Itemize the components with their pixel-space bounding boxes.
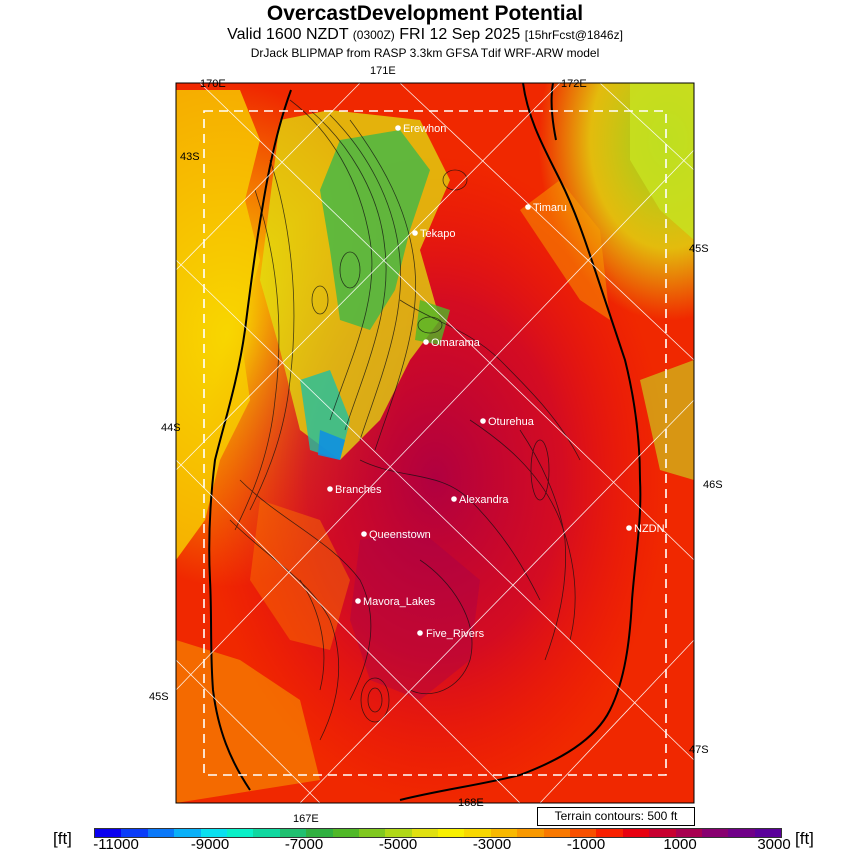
color-swatch xyxy=(517,829,544,837)
color-swatch xyxy=(649,829,676,837)
scale-tick-label: 1000 xyxy=(663,836,697,853)
legend-unit-left: [ft] xyxy=(53,829,72,848)
place-markers: Erewhon Timaru Tekapo Omarama Oturehua B… xyxy=(327,123,665,640)
scale-tick-label: -9000 xyxy=(190,836,230,853)
map-border xyxy=(175,82,695,804)
svg-text:Branches: Branches xyxy=(335,484,382,496)
scale-tick-label: 3000 xyxy=(757,836,791,853)
svg-text:Mavora_Lakes: Mavora_Lakes xyxy=(363,596,436,608)
place-nzdn: NZDN xyxy=(626,523,665,535)
forecast-info: [15hrFcst@1846z] xyxy=(524,28,623,42)
lat-label-43s: 43S xyxy=(180,151,200,163)
lon-label-171e: 171E xyxy=(370,65,396,77)
color-swatch xyxy=(174,829,201,837)
lat-label-46s: 46S xyxy=(703,479,723,491)
domain-boundary xyxy=(203,110,667,776)
color-swatch xyxy=(490,829,518,837)
color-scale-bar xyxy=(94,828,782,838)
svg-text:Timaru: Timaru xyxy=(533,202,567,214)
lon-label-167e: 167E xyxy=(293,813,319,825)
place-five-rivers: Five_Rivers xyxy=(417,628,485,640)
color-swatch xyxy=(279,829,307,837)
grid-labels: 171E 170E 172E 167E 168E 43S 44S 45S 45S… xyxy=(149,65,723,825)
color-swatch xyxy=(570,829,597,837)
place-alexandra: Alexandra xyxy=(451,494,509,506)
scale-tick-label: -1000 xyxy=(566,836,606,853)
svg-text:Tekapo: Tekapo xyxy=(420,228,455,240)
lat-lon-grid xyxy=(175,82,695,804)
color-swatch xyxy=(754,829,782,837)
scale-tick-label: -3000 xyxy=(472,836,512,853)
place-oturehua: Oturehua xyxy=(480,416,535,428)
color-swatch xyxy=(622,829,650,837)
lat-label-44s: 44S xyxy=(161,422,181,434)
lat-label-47s: 47S xyxy=(689,744,709,756)
chart-title: OvercastDevelopment Potential xyxy=(266,2,584,25)
color-swatch xyxy=(358,829,386,837)
place-queenstown: Queenstown xyxy=(361,529,431,541)
svg-text:Alexandra: Alexandra xyxy=(459,494,509,506)
color-swatch xyxy=(675,829,702,837)
color-swatch xyxy=(701,829,729,837)
valid-utc: (0300Z) xyxy=(352,28,395,42)
color-swatch xyxy=(332,829,359,837)
lon-label-168e: 168E xyxy=(458,797,484,809)
legend-unit-right: [ft] xyxy=(795,829,814,848)
svg-text:Erewhon: Erewhon xyxy=(403,123,446,135)
terrain-contours xyxy=(229,99,581,741)
svg-text:NZDN: NZDN xyxy=(634,523,665,535)
color-swatch xyxy=(121,829,148,837)
model-line: DrJack BLIPMAP from RASP 3.3km GFSA Tdif… xyxy=(250,46,600,60)
terrain-contours-note: Terrain contours: 500 ft xyxy=(537,807,695,826)
place-timaru: Timaru xyxy=(525,202,567,214)
svg-text:Omarama: Omarama xyxy=(431,337,481,349)
place-erewhon: Erewhon xyxy=(395,123,446,135)
scale-tick-label: -5000 xyxy=(378,836,418,853)
place-branches: Branches xyxy=(327,484,382,496)
svg-text:Five_Rivers: Five_Rivers xyxy=(426,628,485,640)
lat-label-45s-right: 45S xyxy=(689,243,709,255)
place-tekapo: Tekapo xyxy=(412,228,455,240)
color-swatch xyxy=(728,829,755,837)
color-swatch xyxy=(226,829,254,837)
color-swatch xyxy=(596,829,623,837)
color-swatch xyxy=(385,829,412,837)
scale-tick-label: -7000 xyxy=(284,836,324,853)
valid-prefix: Valid 1600 NZDT xyxy=(227,26,349,43)
color-swatch xyxy=(200,829,227,837)
color-swatch xyxy=(95,829,122,837)
valid-date: FRI 12 Sep 2025 xyxy=(399,26,521,43)
lon-label-172e: 172E xyxy=(561,78,587,90)
color-swatch xyxy=(411,829,439,837)
place-omarama: Omarama xyxy=(423,337,481,349)
color-swatch xyxy=(147,829,175,837)
lon-label-170e: 170E xyxy=(200,78,226,90)
color-swatch xyxy=(438,829,465,837)
scale-tick-label: -11000 xyxy=(93,836,139,853)
lat-label-45s-left: 45S xyxy=(149,691,169,703)
color-swatch xyxy=(464,829,491,837)
color-swatch xyxy=(306,829,333,837)
color-swatch xyxy=(253,829,280,837)
svg-text:Queenstown: Queenstown xyxy=(369,529,431,541)
svg-text:Oturehua: Oturehua xyxy=(488,416,535,428)
place-mavora-lakes: Mavora_Lakes xyxy=(355,596,436,608)
valid-time-line: Valid 1600 NZDT (0300Z) FRI 12 Sep 2025 … xyxy=(0,26,850,44)
color-swatch xyxy=(543,829,571,837)
